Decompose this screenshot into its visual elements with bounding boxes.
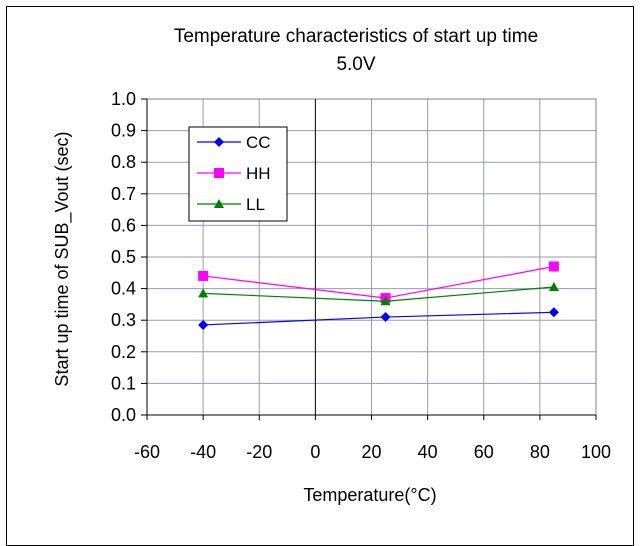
y-tick-label: 0.4 — [111, 279, 136, 299]
y-axis-label: Start up time of SUB_Vout (sec) — [52, 131, 73, 386]
data-point-cc — [380, 312, 391, 323]
y-tick-label: 0.0 — [111, 405, 136, 425]
y-tick-label: 0.6 — [111, 215, 136, 235]
chart-subtitle: 5.0V — [336, 54, 375, 75]
y-tick-label: 1.0 — [111, 89, 136, 109]
legend-label-cc: CC — [246, 133, 271, 152]
x-tick-label: -40 — [190, 442, 216, 462]
data-point-cc — [198, 319, 209, 330]
data-point-cc — [548, 307, 559, 318]
legend-box — [188, 126, 288, 222]
data-point-ll — [380, 296, 391, 306]
data-point-ll — [548, 282, 559, 292]
x-tick-label: 60 — [474, 442, 494, 462]
legend-label-ll: LL — [246, 195, 265, 214]
x-axis-label: Temperature(°C) — [303, 485, 436, 505]
y-tick-label: 0.3 — [111, 310, 136, 330]
x-tick-label: -20 — [246, 442, 272, 462]
data-point-ll — [198, 288, 209, 298]
x-tick-label: 0 — [310, 442, 320, 462]
data-point-hh — [198, 270, 209, 281]
legend-marker-hh — [214, 168, 224, 178]
legend-marker-ll — [214, 199, 224, 208]
y-tick-label: 0.2 — [111, 342, 136, 362]
x-tick-label: 100 — [581, 442, 611, 462]
x-tick-label: -60 — [134, 442, 160, 462]
legend-marker-cc — [214, 137, 224, 147]
y-tick-label: 0.5 — [111, 247, 136, 267]
x-tick-label: 40 — [418, 442, 438, 462]
chart-title: Temperature characteristics of start up … — [174, 26, 538, 47]
x-tick-label: 80 — [530, 442, 550, 462]
y-tick-label: 0.9 — [111, 121, 136, 141]
legend-label-hh: HH — [246, 164, 271, 183]
y-tick-label: 0.8 — [111, 152, 136, 172]
y-tick-label: 0.7 — [111, 184, 136, 204]
y-tick-label: 0.1 — [111, 373, 136, 393]
data-point-hh — [548, 261, 559, 272]
x-tick-label: 20 — [361, 442, 381, 462]
